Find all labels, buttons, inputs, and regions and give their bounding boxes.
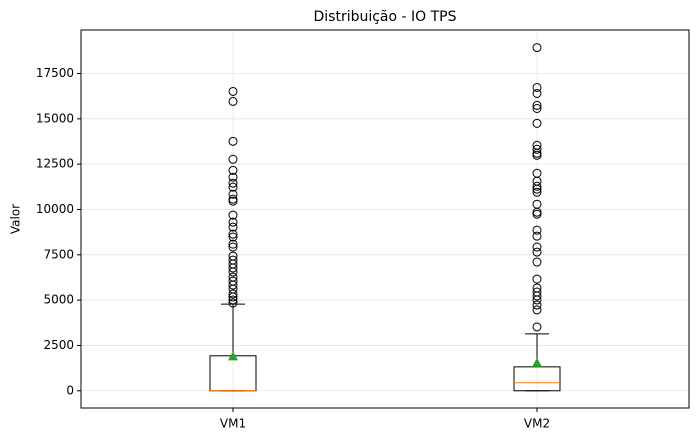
y-axis-label: Valor [9, 204, 23, 234]
outlier [532, 150, 542, 160]
outlier [228, 136, 238, 146]
y-tick-label: 0 [66, 383, 74, 397]
outlier [228, 154, 238, 164]
outlier [228, 182, 238, 192]
outlier [228, 196, 238, 206]
outlier [228, 229, 238, 239]
outlier [532, 231, 542, 241]
outlier [532, 322, 542, 332]
chart-title: Distribuição - IO TPS [313, 9, 456, 25]
outlier [532, 118, 542, 128]
outlier [532, 257, 542, 267]
outlier [532, 225, 542, 235]
outlier [532, 100, 542, 110]
outlier [228, 267, 238, 277]
y-tick-label: 17500 [36, 66, 74, 80]
x-tick-label: VM1 [220, 417, 246, 431]
outlier [228, 298, 238, 308]
outlier [228, 292, 238, 302]
outlier [228, 222, 238, 232]
outlier [228, 86, 238, 96]
outlier [532, 184, 542, 194]
outlier [228, 280, 238, 290]
outlier [228, 289, 238, 299]
outlier [228, 242, 238, 252]
y-tick-label: 10000 [36, 202, 74, 216]
y-tick-label: 5000 [43, 293, 74, 307]
outlier [532, 144, 542, 154]
outlier [228, 263, 238, 273]
outlier [228, 178, 238, 188]
plot-frame [80, 29, 690, 409]
outlier [228, 96, 238, 106]
mean-marker [228, 351, 238, 361]
outlier [532, 181, 542, 191]
outlier [228, 172, 238, 182]
outlier [532, 247, 542, 257]
outlier [228, 232, 238, 242]
outlier [532, 242, 542, 252]
outlier [228, 239, 238, 249]
outlier [532, 209, 542, 219]
outlier [228, 217, 238, 227]
mean-marker [532, 357, 542, 367]
y-tick-label: 7500 [43, 247, 74, 261]
y-tick-label: 2500 [43, 338, 74, 352]
outlier [532, 82, 542, 92]
outlier [532, 274, 542, 284]
outlier [532, 305, 542, 315]
outlier [532, 295, 542, 305]
outlier [532, 104, 542, 114]
y-tick-label: 12500 [36, 157, 74, 171]
outlier [532, 187, 542, 197]
y-tick-label: 15000 [36, 111, 74, 125]
outlier [228, 295, 238, 305]
outlier [228, 189, 238, 199]
x-tick-label: VM2 [524, 417, 550, 431]
outlier [532, 43, 542, 53]
outlier [532, 291, 542, 301]
outlier [532, 88, 542, 98]
outlier [228, 210, 238, 220]
outlier [532, 300, 542, 310]
outlier [228, 165, 238, 175]
